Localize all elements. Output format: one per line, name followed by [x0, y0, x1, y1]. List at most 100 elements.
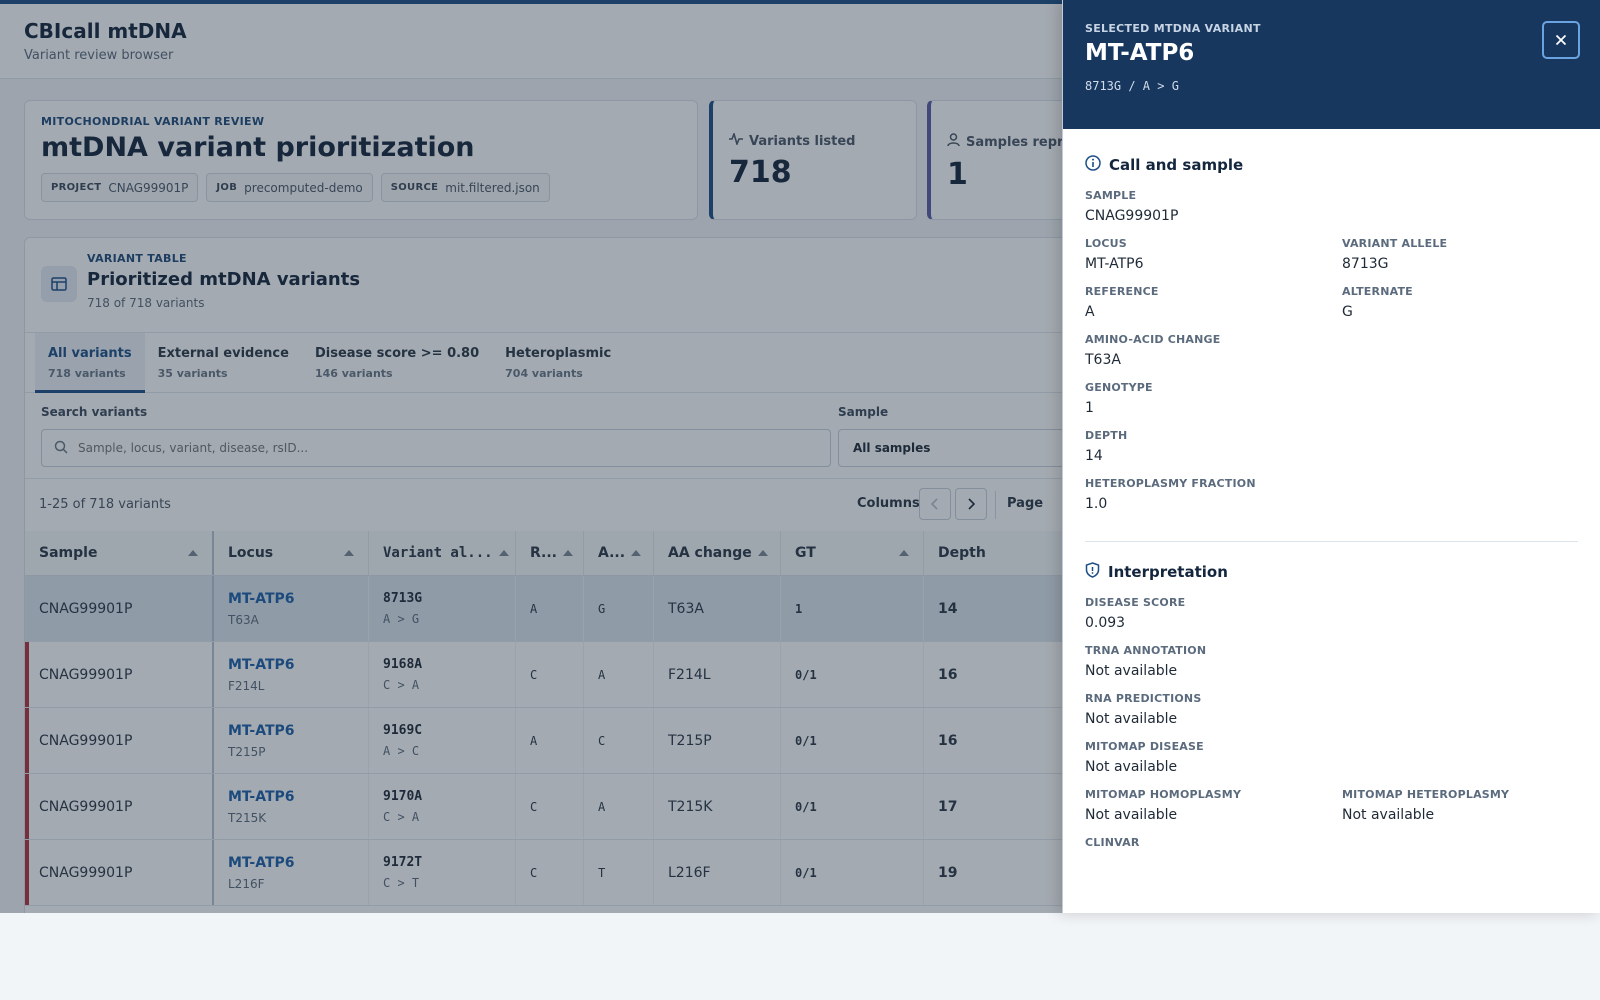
locus-link[interactable]: MT-ATP6: [228, 788, 295, 805]
cell-variant: 9169C A > C: [369, 708, 516, 773]
grid-body: CNAG99901P MT-ATP6 T63A 8713G A > G A G T63A 1 14…: [25, 576, 1143, 906]
field-disease-score: DISEASE SCORE 0.093: [1085, 596, 1575, 631]
column-label: Locus: [228, 545, 274, 561]
alt-allele: G: [598, 601, 606, 616]
chip-value: precomputed-demo: [244, 180, 363, 195]
locus-link[interactable]: MT-ATP6: [228, 854, 295, 871]
field-value: MT-ATP6: [1085, 256, 1144, 272]
table-row[interactable]: CNAG99901P MT-ATP6 T63A 8713G A > G A G T63A 1 14: [25, 576, 1143, 642]
cell-alt: A: [584, 642, 654, 707]
sample-id: CNAG99901P: [39, 600, 133, 617]
field-label: REFERENCE: [1085, 285, 1159, 298]
tab-external-evidence[interactable]: External evidence 35 variants: [145, 333, 302, 393]
locus-link[interactable]: MT-ATP6: [228, 656, 295, 673]
column-header-sample[interactable]: Sample: [25, 531, 214, 575]
genotype: 0/1: [795, 865, 817, 880]
genotype: 0/1: [795, 733, 817, 748]
field-label: DISEASE SCORE: [1085, 596, 1186, 609]
column-header-alt[interactable]: A...: [584, 531, 654, 575]
table-row[interactable]: CNAG99901P MT-ATP6 T215K 9170A C > A C A T215K 0…: [25, 774, 1143, 840]
stat-variants-listed: Variants listed 718: [709, 100, 917, 220]
drawer-header: SELECTED MTDNA VARIANT MT-ATP6 8713G / A…: [1063, 0, 1600, 129]
cell-sample: CNAG99901P: [25, 576, 214, 641]
previous-page-button[interactable]: [919, 488, 951, 520]
column-header-variant[interactable]: Variant al...: [369, 531, 516, 575]
variant-change: C > A: [383, 678, 420, 692]
close-button[interactable]: [1542, 21, 1580, 59]
field-value: Not available: [1085, 663, 1178, 679]
table-row[interactable]: CNAG99901P MT-ATP6 T215P 9169C A > C A C T215P 0…: [25, 708, 1143, 774]
alt-allele: A: [598, 799, 606, 814]
cell-sample: CNAG99901P: [25, 840, 214, 905]
variant-allele: 9172T: [383, 855, 423, 870]
ref-allele: C: [530, 799, 538, 814]
app-title: CBIcall mtDNA: [24, 19, 187, 43]
search-label: Search variants: [41, 405, 148, 419]
sort-icon: [344, 550, 354, 556]
variant-change: C > A: [383, 810, 420, 824]
locus-link[interactable]: MT-ATP6: [228, 590, 295, 607]
cell-gt: 0/1: [781, 840, 924, 905]
column-header-locus[interactable]: Locus: [214, 531, 369, 575]
tab-all-variants[interactable]: All variants 718 variants: [35, 333, 145, 393]
page-label: Page: [1007, 496, 1044, 511]
sort-icon: [631, 550, 642, 556]
variant-change: A > C: [383, 744, 420, 758]
field-heteroplasmy-fraction: HETEROPLASMY FRACTION 1.0: [1085, 477, 1575, 512]
field-value: Not available: [1085, 711, 1178, 727]
sample-id: CNAG99901P: [39, 732, 133, 749]
next-page-button[interactable]: [955, 488, 987, 520]
locus-aa: L216F: [228, 876, 265, 891]
drawer-title: MT-ATP6: [1085, 40, 1195, 66]
drawer-eyebrow: SELECTED MTDNA VARIANT: [1085, 22, 1261, 35]
sort-icon: [757, 550, 768, 556]
depth-value: 16: [938, 666, 958, 683]
field-alternate: ALTERNATE G: [1342, 285, 1575, 320]
field-value: A: [1085, 304, 1095, 320]
table-row[interactable]: CNAG99901P MT-ATP6 F214L 9168A C > A C A F214L 0…: [25, 642, 1143, 708]
aa-change: T215P: [668, 732, 712, 749]
column-header-ref[interactable]: R...: [516, 531, 584, 575]
table-row[interactable]: CNAG99901P MT-ATP6 L216F 9172T C > T C T L216F 0…: [25, 840, 1143, 906]
chip-value: CNAG99901P: [108, 180, 189, 195]
stat-label-text: Variants listed: [749, 133, 856, 149]
cell-ref: C: [516, 642, 584, 707]
tab-label: Heteroplasmic: [505, 346, 612, 361]
field-value: 8713G: [1342, 256, 1389, 272]
stat-label: Samples repre: [947, 133, 1110, 151]
locus-link[interactable]: MT-ATP6: [228, 722, 295, 739]
locus-aa: T215P: [228, 744, 266, 759]
section-title: Call and sample: [1109, 156, 1244, 174]
search-input[interactable]: [78, 441, 778, 455]
field-depth: DEPTH 14: [1085, 429, 1575, 464]
cell-variant: 9172T C > T: [369, 840, 516, 905]
field-reference: REFERENCE A: [1085, 285, 1342, 320]
activity-icon: [729, 131, 743, 149]
column-header-aa-change[interactable]: AA change: [654, 531, 781, 575]
cell-gt: 0/1: [781, 642, 924, 707]
info-icon: [1085, 155, 1101, 175]
aa-change: T215K: [668, 798, 713, 815]
aa-change: F214L: [668, 666, 711, 683]
drawer-body: Call and sample SAMPLE CNAG99901P LOCUS …: [1063, 129, 1600, 868]
tab-disease-score[interactable]: Disease score >= 0.80 146 variants: [302, 333, 492, 393]
depth-value: 16: [938, 732, 958, 749]
cell-locus: MT-ATP6 T63A: [214, 576, 369, 641]
page-title: mtDNA variant prioritization: [41, 132, 475, 163]
field-value: CNAG99901P: [1085, 208, 1179, 224]
field-trna-annotation: TRNA ANNOTATION Not available: [1085, 644, 1575, 679]
cell-depth: 17: [924, 774, 1143, 839]
tab-heteroplasmic[interactable]: Heteroplasmic 704 variants: [492, 333, 624, 393]
cell-gt: 0/1: [781, 708, 924, 773]
cell-alt: A: [584, 774, 654, 839]
chip-project: PROJECT CNAG99901P: [41, 173, 199, 202]
cell-aa-change: L216F: [654, 840, 781, 905]
column-header-gt[interactable]: GT: [781, 531, 924, 575]
cell-ref: A: [516, 708, 584, 773]
table-title: Prioritized mtDNA variants: [87, 269, 361, 290]
call-fields: SAMPLE CNAG99901P LOCUS MT-ATP6 VARIANT …: [1085, 189, 1578, 525]
field-label: DEPTH: [1085, 429, 1128, 442]
columns-button[interactable]: Columns: [857, 496, 920, 511]
field-label: GENOTYPE: [1085, 381, 1153, 394]
result-range: 1-25 of 718 variants: [39, 497, 171, 512]
